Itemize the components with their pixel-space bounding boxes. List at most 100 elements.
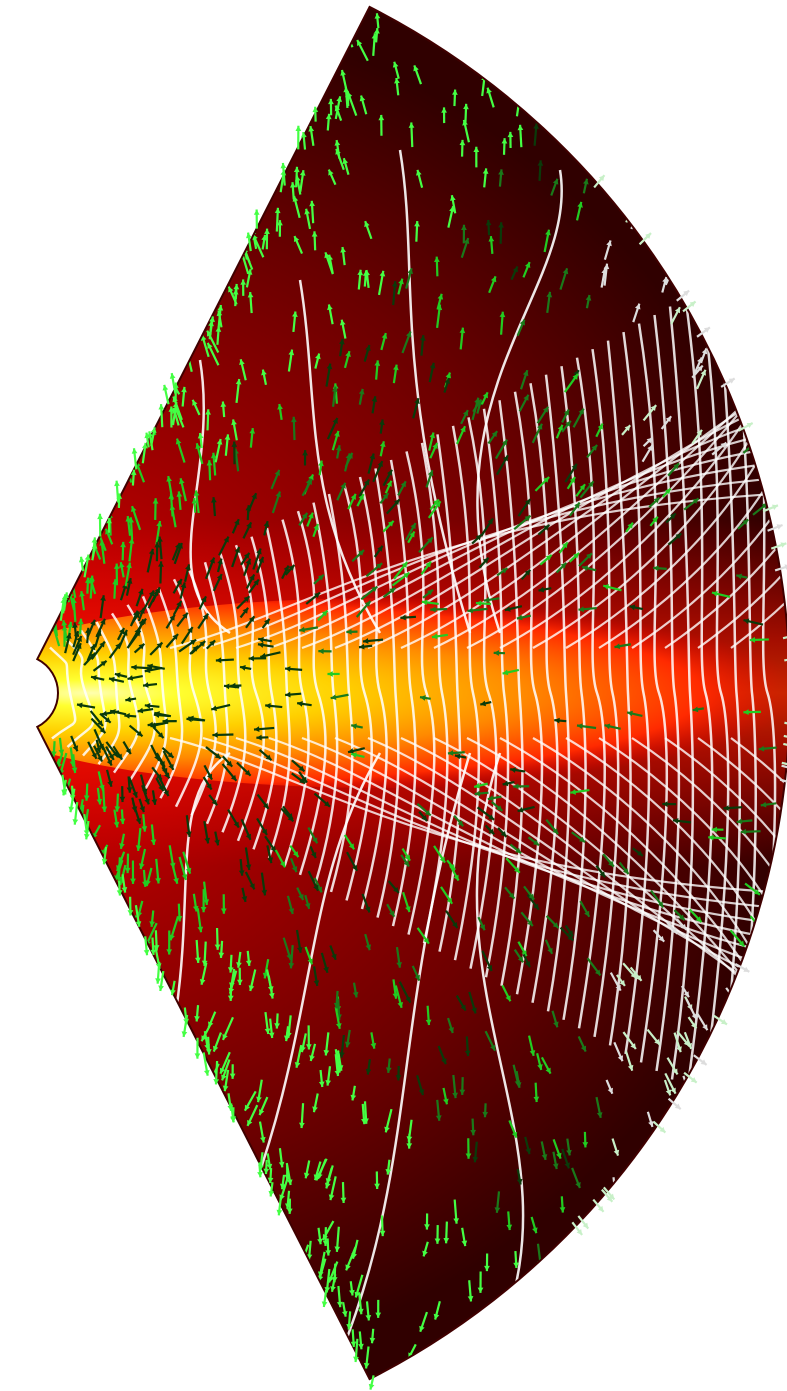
velocity-arrow (261, 234, 268, 250)
velocity-arrow (425, 469, 434, 488)
velocity-arrow (408, 122, 415, 148)
velocity-arrow (236, 951, 242, 968)
velocity-arrow (723, 805, 743, 811)
velocity-arrow (236, 967, 243, 986)
velocity-arrow (305, 591, 321, 605)
velocity-arrow (361, 1103, 367, 1125)
velocity-arrow (198, 595, 207, 610)
velocity-arrow (473, 146, 480, 168)
velocity-arrow (219, 1051, 231, 1075)
velocity-arrow (178, 856, 188, 881)
velocity-arrow (666, 922, 679, 935)
velocity-arrow (504, 605, 523, 612)
velocity-arrow (206, 342, 220, 366)
velocity-arrow (400, 614, 417, 621)
velocity-arrow (533, 1082, 540, 1103)
velocity-arrow (540, 1056, 552, 1075)
velocity-arrow (613, 1041, 624, 1062)
velocity-arrow (86, 619, 96, 638)
velocity-arrow (181, 386, 187, 407)
velocity-arrow (295, 929, 303, 953)
velocity-arrow (485, 219, 492, 236)
velocity-arrow (488, 236, 495, 254)
velocity-arrow (767, 523, 783, 532)
velocity-arrow (513, 514, 532, 531)
velocity-arrow (429, 498, 440, 511)
velocity-arrow (286, 1015, 292, 1039)
velocity-arrow (151, 766, 163, 781)
velocity-arrow (214, 438, 223, 463)
velocity-arrow (551, 1010, 559, 1028)
velocity-arrow (379, 419, 385, 434)
velocity-arrow (176, 612, 189, 628)
field-line (79, 629, 107, 757)
velocity-arrow (334, 139, 341, 159)
velocity-arrow (374, 27, 380, 43)
velocity-arrow (379, 1215, 386, 1237)
velocity-arrow (736, 818, 753, 825)
velocity-arrow (83, 820, 90, 840)
velocity-arrow (220, 401, 227, 418)
field-line (235, 736, 787, 927)
velocity-arrow (682, 300, 697, 313)
velocity-arrow (520, 911, 534, 927)
velocity-arrow (105, 741, 119, 758)
velocity-arrow (484, 1253, 490, 1272)
velocity-arrow (206, 460, 213, 481)
velocity-arrow (586, 957, 602, 977)
velocity-arrow (516, 614, 532, 621)
velocity-arrow (484, 824, 495, 836)
velocity-arrow (398, 981, 412, 1004)
velocity-arrow (266, 1153, 273, 1170)
velocity-arrow (232, 237, 246, 255)
velocity-arrow (77, 618, 84, 635)
velocity-arrow (424, 1213, 430, 1230)
velocity-arrow (293, 166, 300, 188)
velocity-arrow (505, 857, 521, 874)
velocity-arrow (178, 478, 187, 502)
velocity-arrow (334, 1006, 342, 1030)
velocity-arrow (218, 940, 225, 959)
velocity-arrow (504, 886, 516, 900)
velocity-arrow (253, 726, 275, 733)
velocity-arrow (334, 96, 342, 120)
velocity-arrow (291, 759, 306, 773)
velocity-arrow (327, 671, 340, 677)
velocity-arrow (165, 633, 179, 649)
velocity-arrow (154, 945, 162, 970)
velocity-arrow (344, 1029, 351, 1048)
velocity-arrow (240, 552, 251, 566)
velocity-arrow (392, 364, 399, 384)
velocity-arrow (291, 416, 297, 441)
velocity-arrow (615, 974, 626, 987)
velocity-arrow (480, 517, 494, 537)
velocity-arrow (577, 1035, 587, 1053)
velocity-arrow (667, 462, 680, 477)
velocity-arrow (575, 201, 583, 221)
velocity-arrow (523, 885, 535, 901)
velocity-arrow (317, 1251, 326, 1278)
velocity-arrow (144, 432, 151, 448)
velocity-arrow (327, 169, 337, 186)
velocity-arrow (109, 709, 127, 716)
velocity-arrow (221, 1059, 231, 1081)
velocity-arrow (142, 590, 155, 612)
velocity-arrow (119, 833, 126, 850)
field-line (697, 737, 787, 1150)
velocity-arrow (516, 1168, 523, 1185)
velocity-arrow (334, 1226, 341, 1252)
velocity-arrow (340, 1182, 347, 1204)
velocity-arrow (213, 1060, 220, 1085)
velocity-arrow (385, 1058, 392, 1073)
velocity-arrow (592, 1198, 605, 1213)
velocity-arrow (208, 794, 218, 806)
velocity-arrow (664, 1072, 677, 1095)
velocity-arrow (571, 1221, 583, 1236)
velocity-arrow (284, 564, 296, 576)
velocity-arrow (540, 1141, 548, 1161)
velocity-arrow (318, 1069, 325, 1088)
velocity-arrow (652, 1120, 667, 1134)
velocity-arrow (242, 521, 253, 539)
velocity-arrow (245, 574, 256, 589)
velocity-arrow (691, 429, 703, 445)
